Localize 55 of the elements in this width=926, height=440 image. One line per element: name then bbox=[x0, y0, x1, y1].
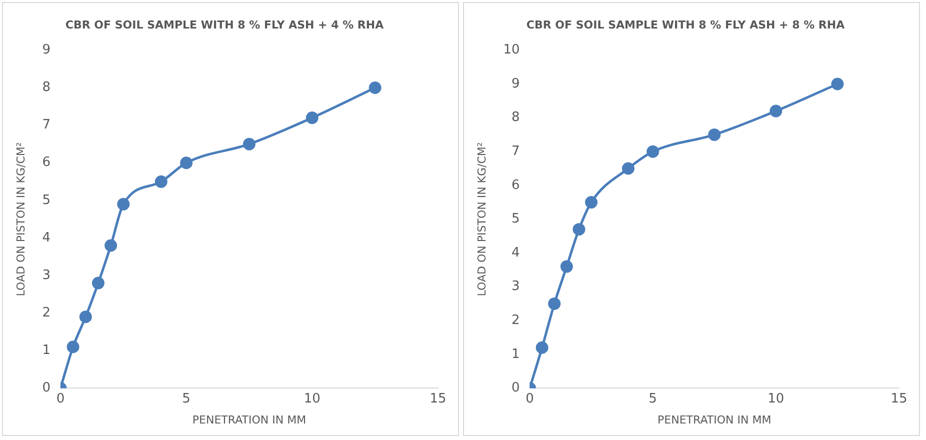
y-tick-label: 7 bbox=[42, 118, 50, 133]
x-tick-label: 10 bbox=[304, 391, 320, 406]
point bbox=[306, 112, 318, 124]
y-tick-label: 7 bbox=[511, 144, 520, 159]
point bbox=[646, 145, 660, 158]
y-tick-label: 3 bbox=[42, 268, 50, 283]
x-tick-label: 0 bbox=[526, 391, 534, 406]
y-tick-label: 1 bbox=[42, 343, 50, 358]
y-tick-label: 5 bbox=[511, 212, 520, 227]
chart-title: CBR OF SOIL SAMPLE WITH 8 % FLY ASH + 4 % RHA bbox=[65, 18, 384, 32]
y-axis-title: LOAD ON PISTON IN KG/CM² bbox=[14, 142, 28, 296]
x-axis-title: PENETRATION IN MM bbox=[658, 413, 772, 426]
y-axis-title: LOAD ON PISTON IN KG/CM² bbox=[475, 142, 488, 296]
y-tick-label: 4 bbox=[42, 230, 50, 246]
y-tick-label: 2 bbox=[42, 305, 50, 320]
point bbox=[66, 340, 80, 354]
x-tick-label: 10 bbox=[768, 391, 784, 406]
y-tick-label: 6 bbox=[42, 155, 50, 170]
y-tick-label: 8 bbox=[42, 80, 50, 96]
point bbox=[79, 310, 92, 324]
point bbox=[242, 138, 256, 150]
point bbox=[104, 239, 118, 252]
x-tick-label: 5 bbox=[648, 391, 657, 406]
point bbox=[585, 196, 598, 209]
y-tick-label: 0 bbox=[42, 380, 50, 396]
point bbox=[180, 156, 193, 170]
point bbox=[154, 175, 168, 188]
point bbox=[770, 104, 782, 118]
point bbox=[368, 82, 382, 94]
point bbox=[560, 260, 573, 273]
point bbox=[708, 128, 721, 141]
point bbox=[117, 198, 130, 210]
y-tick-label: 5 bbox=[42, 192, 50, 208]
point bbox=[536, 341, 548, 354]
y-tick-label: 9 bbox=[42, 42, 50, 58]
point bbox=[831, 78, 844, 90]
point bbox=[92, 276, 104, 290]
x-tick-label: 5 bbox=[182, 391, 190, 406]
y-tick-label: 6 bbox=[511, 178, 520, 193]
chart-title: CBR OF SOIL SAMPLE WITH 8 % FLY ASH + 8 % RHA bbox=[526, 18, 846, 32]
y-tick-label: 8 bbox=[511, 110, 520, 126]
y-tick-label: 0 bbox=[511, 380, 520, 396]
point bbox=[572, 223, 586, 236]
point bbox=[622, 162, 634, 175]
y-tick-label: 2 bbox=[511, 312, 520, 328]
x-tick-label: 0 bbox=[56, 391, 65, 406]
point bbox=[548, 297, 561, 310]
y-tick-label: 9 bbox=[511, 76, 520, 92]
y-tick-label: 3 bbox=[511, 279, 520, 294]
y-tick-label: 4 bbox=[511, 245, 520, 260]
x-tick-label: 15 bbox=[430, 391, 446, 406]
x-axis-title: PENETRATION IN MM bbox=[192, 413, 306, 426]
y-tick-label: 1 bbox=[511, 346, 520, 362]
y-tick-label: 10 bbox=[503, 42, 520, 58]
x-tick-label: 15 bbox=[890, 391, 908, 406]
